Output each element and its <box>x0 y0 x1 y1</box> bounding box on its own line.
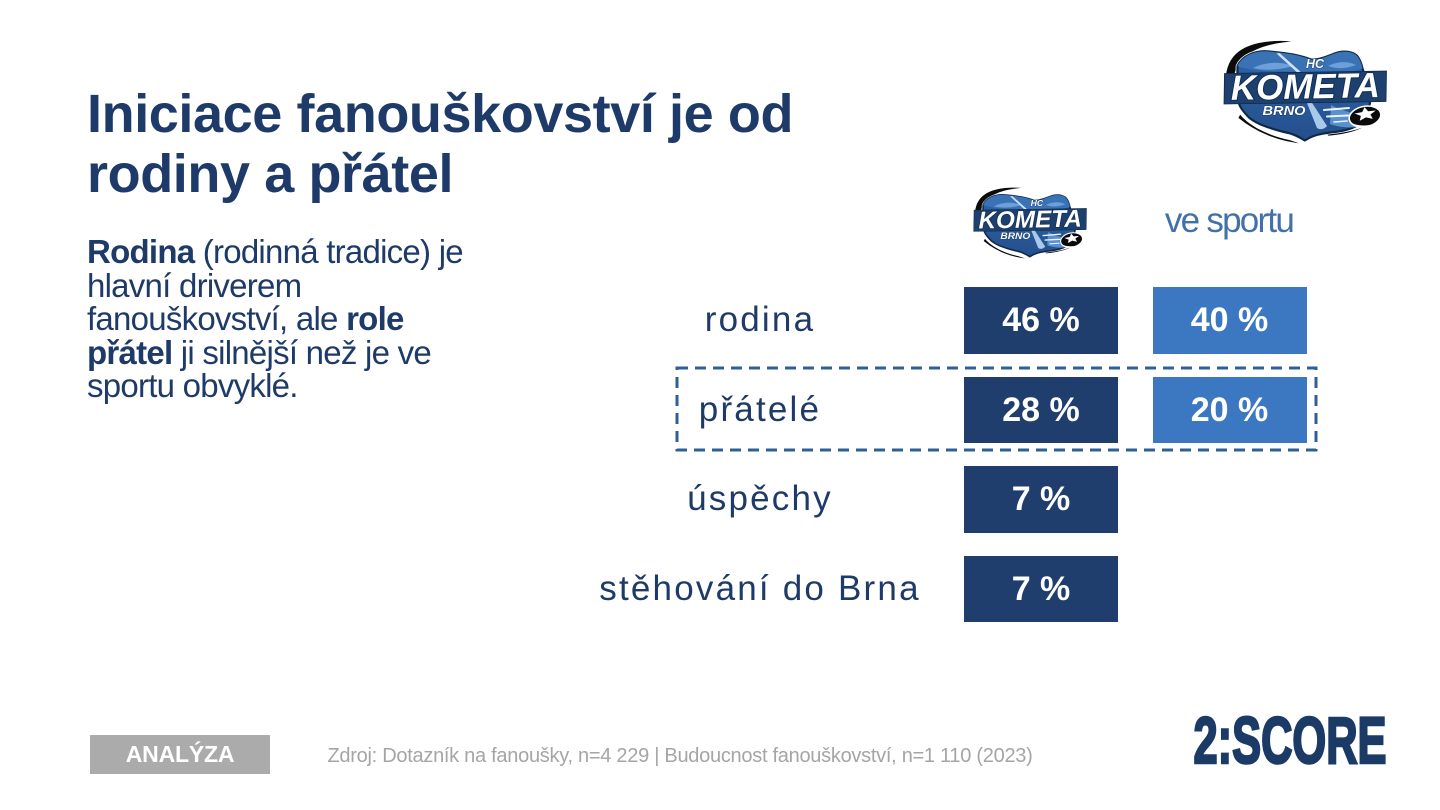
svg-text:2:SCORE: 2:SCORE <box>1194 710 1387 770</box>
